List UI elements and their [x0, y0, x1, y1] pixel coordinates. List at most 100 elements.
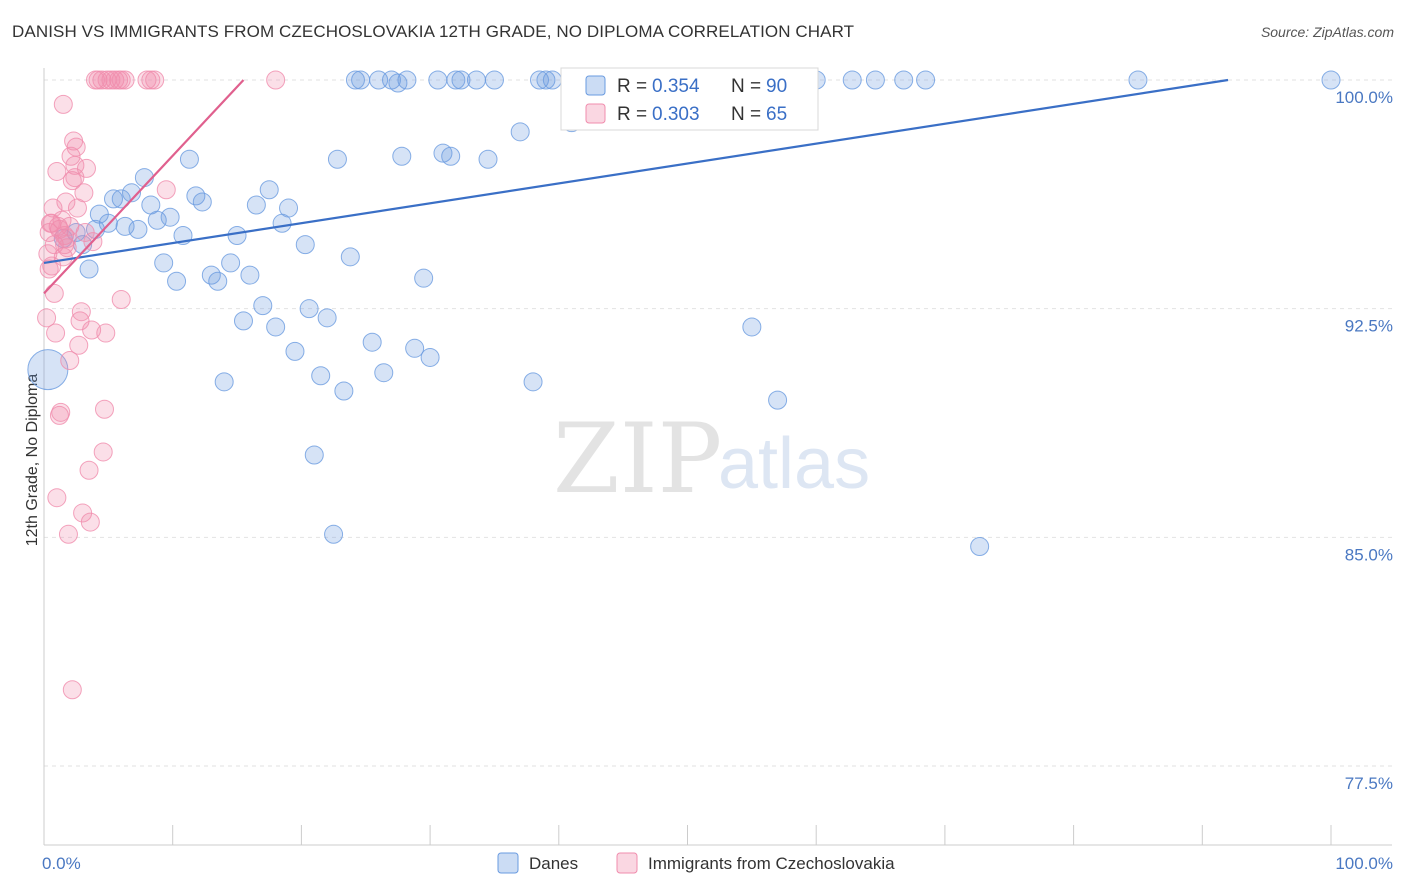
point-danes-58 [428, 70, 448, 90]
watermark-atlas: atlas [718, 424, 870, 504]
legend-label-czech: Immigrants from Czechoslovakia [648, 854, 895, 873]
point-czech-57 [47, 488, 67, 508]
stats-n-label-danes: N = [731, 76, 761, 97]
point-danes-11 [122, 183, 142, 203]
point-czech-17 [56, 192, 76, 212]
point-danes-55 [405, 338, 425, 358]
chart-source: Source: ZipAtlas.com [1260, 24, 1394, 40]
point-danes-18 [167, 271, 187, 291]
point-danes-86 [894, 70, 914, 90]
point-danes-33 [266, 317, 286, 337]
legend-swatch-danes [497, 852, 519, 874]
point-danes-60 [441, 146, 461, 166]
point-czech-11 [49, 405, 69, 425]
point-czech-61 [65, 155, 85, 175]
point-danes-64 [478, 149, 498, 169]
legend-label-danes: Danes [529, 854, 578, 873]
point-czech-63 [49, 219, 69, 239]
point-danes-42 [324, 524, 344, 544]
point-czech-55 [266, 70, 286, 90]
point-danes-35 [279, 198, 299, 218]
point-danes-41 [317, 308, 337, 328]
point-danes-70 [542, 70, 562, 90]
point-danes-25 [214, 372, 234, 392]
watermark-zip: ZIP [553, 403, 722, 515]
point-czech-60 [60, 216, 80, 236]
stats-n-label-czech: N = [731, 104, 761, 125]
point-czech-41 [93, 442, 113, 462]
stats-legend: R = 0.354 N = 90 R = 0.303 N = 65 [560, 67, 819, 131]
point-danes-32 [259, 180, 279, 200]
point-danes-57 [420, 347, 440, 367]
point-czech-21 [61, 146, 81, 166]
stats-swatch-czech [585, 103, 606, 124]
point-danes-10 [115, 216, 135, 236]
point-danes-20 [179, 149, 199, 169]
point-danes-56 [414, 268, 434, 288]
point-danes-67 [523, 372, 543, 392]
point-czech-62 [39, 222, 59, 242]
stats-legend-frame [560, 67, 819, 131]
point-danes-29 [240, 265, 260, 285]
point-czech-29 [71, 302, 91, 322]
point-danes-15 [147, 210, 167, 230]
y-tick-label-1: 92.5% [1345, 317, 1393, 336]
point-danes-87 [916, 70, 936, 90]
point-danes-24 [208, 271, 228, 291]
point-danes-45 [340, 247, 360, 267]
trend-line-czech [43, 79, 245, 295]
point-danes-38 [299, 299, 319, 319]
point-czech-42 [94, 399, 114, 419]
point-danes-22 [192, 192, 212, 212]
point-danes-9 [111, 189, 131, 209]
point-czech-33 [76, 158, 96, 178]
stats-n-czech: 65 [766, 104, 787, 125]
stats-r-label-czech: R = [617, 104, 647, 125]
watermark: ZIP atlas [553, 403, 870, 515]
trend-line-danes [43, 78, 1229, 265]
point-danes-66 [510, 122, 530, 142]
point-danes-17 [160, 207, 180, 227]
point-danes-8 [103, 189, 123, 209]
point-czech-15 [53, 94, 73, 114]
point-danes-40 [311, 366, 331, 386]
point-czech-31 [74, 183, 94, 203]
point-danes-37 [295, 235, 315, 255]
point-danes-49 [369, 70, 389, 90]
point-czech-43 [96, 323, 116, 343]
point-czech-49 [115, 70, 135, 90]
point-danes-80 [742, 317, 762, 337]
point-czech-12 [51, 402, 71, 422]
point-czech-59 [57, 238, 77, 258]
point-czech-56 [62, 680, 82, 700]
x-tick-label-1: 100.0% [1335, 854, 1393, 873]
point-danes-59 [433, 143, 453, 163]
point-danes-46 [345, 70, 365, 90]
y-axis-label: 12th Grade, No Diploma [24, 374, 41, 547]
point-danes-16 [154, 253, 174, 273]
point-danes-13 [134, 168, 154, 188]
point-danes-88 [970, 536, 990, 556]
point-danes-90 [1321, 70, 1341, 90]
point-czech-35 [80, 512, 100, 532]
point-danes-53 [392, 146, 412, 166]
point-czech-7 [44, 283, 64, 303]
y-tick-labels: 100.0% 92.5% 85.0% 77.5% [1335, 88, 1393, 793]
stats-r-label-danes: R = [617, 76, 647, 97]
point-czech-64 [55, 225, 75, 245]
point-czech-22 [62, 171, 82, 191]
point-czech-13 [52, 210, 72, 230]
point-danes-31 [253, 296, 273, 316]
point-danes-89 [1128, 70, 1148, 90]
point-danes-63 [466, 70, 486, 90]
point-czech-2 [39, 259, 59, 279]
point-czech-36 [82, 320, 102, 340]
y-tick-label-0: 100.0% [1335, 88, 1393, 107]
point-czech-50 [111, 290, 131, 310]
point-czech-58 [42, 213, 62, 233]
point-danes-61 [446, 70, 466, 90]
point-danes-50 [374, 363, 394, 383]
y-tick-label-2: 85.0% [1345, 545, 1393, 564]
y-tick-label-3: 77.5% [1345, 774, 1393, 793]
